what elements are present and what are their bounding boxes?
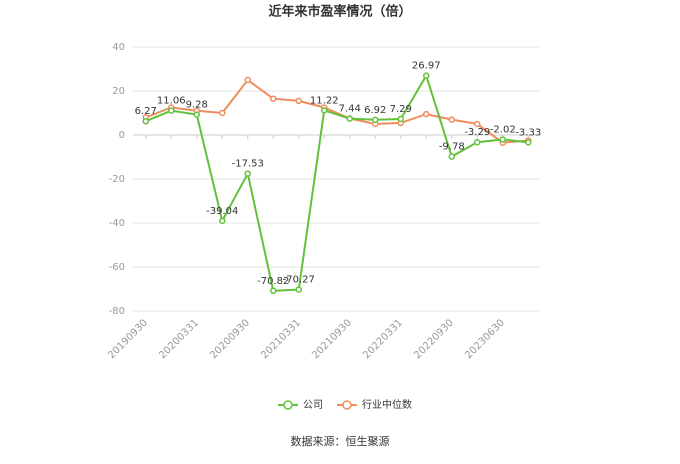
point bbox=[295, 286, 302, 293]
point bbox=[397, 115, 404, 123]
point bbox=[525, 139, 532, 146]
data-label: 6.92 bbox=[364, 105, 386, 116]
x-tick-label: 20210331 bbox=[259, 317, 303, 361]
point bbox=[448, 116, 455, 123]
y-tick-label: -40 bbox=[109, 218, 125, 229]
point bbox=[474, 138, 481, 146]
data-label: -17.53 bbox=[232, 159, 264, 170]
data-label: -9.78 bbox=[439, 142, 465, 153]
point bbox=[244, 170, 251, 177]
data-label: 6.27 bbox=[135, 106, 157, 117]
point bbox=[219, 109, 226, 117]
point bbox=[168, 107, 175, 114]
point bbox=[346, 115, 353, 122]
x-tick-label: 20200331 bbox=[157, 317, 201, 361]
x-tick-label: 20210930 bbox=[310, 317, 354, 361]
data-label: 11.06 bbox=[157, 96, 186, 107]
x-tick-label: 20200930 bbox=[208, 317, 252, 361]
chart-title: 近年来市盈率情况（倍） bbox=[268, 4, 411, 20]
y-tick-label: -80 bbox=[109, 306, 125, 317]
point bbox=[372, 116, 379, 124]
legend-icon bbox=[342, 400, 352, 410]
point bbox=[321, 107, 328, 114]
data-label: 9.28 bbox=[186, 100, 208, 111]
data-label: -2.02 bbox=[490, 124, 516, 135]
legend-label: 公司 bbox=[303, 400, 323, 411]
y-tick-label: 40 bbox=[112, 42, 125, 53]
x-tick-label: 20230630 bbox=[463, 317, 507, 361]
y-tick-label: 0 bbox=[119, 130, 125, 141]
legend-label: 行业中位数 bbox=[362, 398, 412, 411]
data-label: 11.22 bbox=[310, 95, 339, 106]
y-tick-label: -20 bbox=[109, 174, 125, 185]
data-label: 26.97 bbox=[412, 61, 441, 72]
point bbox=[295, 97, 302, 105]
x-tick-label: 20190930 bbox=[106, 317, 150, 361]
series-line bbox=[145, 73, 529, 292]
y-tick-label: -60 bbox=[109, 262, 125, 273]
point bbox=[193, 111, 200, 118]
series-line bbox=[145, 78, 529, 144]
point bbox=[423, 72, 430, 79]
data-label: -3.33 bbox=[515, 127, 541, 138]
point bbox=[142, 117, 149, 125]
data-label: -70.27 bbox=[283, 275, 315, 286]
data-label: -3.29 bbox=[464, 127, 490, 138]
data-label: 7.44 bbox=[339, 104, 361, 115]
point bbox=[244, 76, 251, 84]
point bbox=[448, 153, 455, 160]
point bbox=[499, 136, 506, 143]
data-label: -70.82 bbox=[257, 276, 289, 287]
legend-icon bbox=[283, 400, 293, 410]
x-tick-label: 20220331 bbox=[361, 317, 405, 361]
data-label: -39.04 bbox=[206, 206, 238, 217]
point bbox=[474, 120, 481, 128]
point bbox=[219, 217, 226, 225]
point bbox=[423, 110, 430, 118]
y-tick-label: 20 bbox=[112, 86, 125, 97]
point bbox=[270, 287, 277, 295]
data-label: 7.29 bbox=[390, 104, 412, 115]
point bbox=[270, 95, 277, 102]
source: 数据来源：恒生聚源 bbox=[291, 434, 390, 448]
x-tick-label: 20220930 bbox=[412, 317, 456, 361]
